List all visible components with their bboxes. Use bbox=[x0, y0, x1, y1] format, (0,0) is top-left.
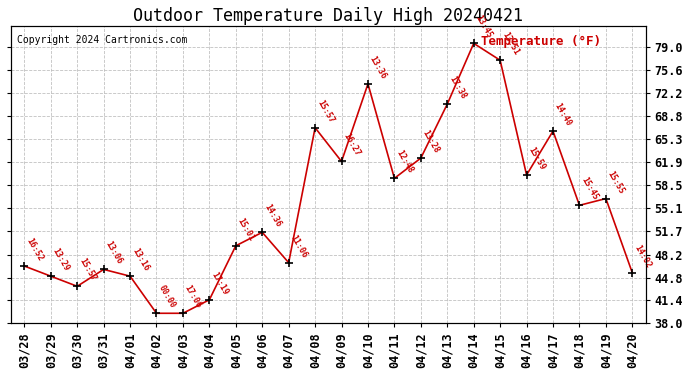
Text: 15:57: 15:57 bbox=[77, 257, 97, 283]
Text: 17:19: 17:19 bbox=[209, 270, 230, 296]
Text: 11:06: 11:06 bbox=[288, 233, 309, 259]
Text: 16:27: 16:27 bbox=[342, 132, 362, 158]
Text: 16:52: 16:52 bbox=[24, 237, 45, 262]
Text: 13:36: 13:36 bbox=[368, 54, 388, 81]
Text: 13:51: 13:51 bbox=[500, 31, 520, 57]
Text: 15:45: 15:45 bbox=[580, 176, 600, 202]
Text: 15:57: 15:57 bbox=[315, 98, 335, 124]
Text: 13:06: 13:06 bbox=[104, 240, 124, 266]
Text: 13:16: 13:16 bbox=[130, 247, 150, 273]
Text: 17:06: 17:06 bbox=[183, 284, 204, 310]
Text: 00:00: 00:00 bbox=[157, 284, 177, 310]
Title: Outdoor Temperature Daily High 20240421: Outdoor Temperature Daily High 20240421 bbox=[133, 7, 523, 25]
Text: 13:45: 13:45 bbox=[474, 14, 494, 40]
Text: 15:55: 15:55 bbox=[606, 169, 626, 195]
Text: 15:01: 15:01 bbox=[236, 216, 256, 242]
Text: 12:48: 12:48 bbox=[395, 149, 415, 175]
Text: 13:28: 13:28 bbox=[421, 129, 441, 155]
Text: 14:02: 14:02 bbox=[632, 243, 653, 269]
Text: 13:29: 13:29 bbox=[51, 247, 71, 273]
Text: 17:38: 17:38 bbox=[447, 75, 468, 101]
Text: 14:36: 14:36 bbox=[262, 203, 282, 229]
Text: 15:59: 15:59 bbox=[526, 146, 547, 172]
Text: 14:40: 14:40 bbox=[553, 102, 573, 128]
Text: Temperature (°F): Temperature (°F) bbox=[480, 35, 600, 48]
Text: Copyright 2024 Cartronics.com: Copyright 2024 Cartronics.com bbox=[17, 35, 188, 45]
